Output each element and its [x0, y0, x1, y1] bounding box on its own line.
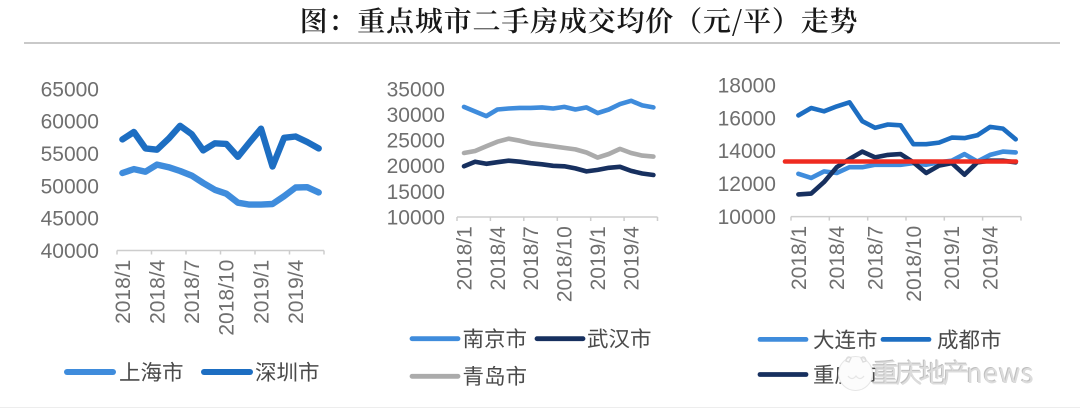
- svg-text:2018/1: 2018/1: [453, 226, 476, 290]
- svg-text:25000: 25000: [387, 130, 445, 153]
- svg-text:2018/7: 2018/7: [181, 260, 204, 324]
- svg-text:2019/1: 2019/1: [250, 260, 273, 324]
- svg-text:2018/4: 2018/4: [487, 226, 510, 291]
- svg-text:2018/1: 2018/1: [788, 226, 811, 290]
- svg-text:30000: 30000: [387, 104, 445, 127]
- svg-text:2018/10: 2018/10: [903, 226, 926, 302]
- svg-text:深圳市: 深圳市: [255, 356, 320, 387]
- svg-text:2019/4: 2019/4: [980, 225, 1003, 290]
- svg-text:55000: 55000: [41, 143, 99, 166]
- svg-text:40000: 40000: [41, 240, 99, 263]
- svg-text:上海市: 上海市: [119, 356, 184, 387]
- svg-text:45000: 45000: [41, 208, 99, 231]
- svg-text:2018/4: 2018/4: [826, 225, 849, 290]
- svg-text:20000: 20000: [387, 155, 445, 178]
- svg-text:南京市: 南京市: [463, 323, 528, 354]
- svg-text:60000: 60000: [41, 111, 99, 134]
- svg-text:10000: 10000: [387, 206, 445, 229]
- svg-text:16000: 16000: [718, 107, 776, 130]
- svg-text:2018/4: 2018/4: [146, 259, 169, 324]
- svg-text:2018/7: 2018/7: [520, 226, 543, 290]
- svg-text:2019/1: 2019/1: [587, 226, 610, 290]
- svg-text:2018/10: 2018/10: [216, 260, 239, 336]
- svg-text:2018/7: 2018/7: [865, 226, 888, 290]
- svg-text:2018/1: 2018/1: [112, 260, 135, 324]
- svg-text:青岛市: 青岛市: [463, 360, 528, 391]
- svg-text:2019/4: 2019/4: [285, 259, 308, 324]
- svg-text:18000: 18000: [718, 74, 776, 97]
- svg-text:12000: 12000: [718, 173, 776, 196]
- svg-text:14000: 14000: [718, 140, 776, 163]
- svg-text:2019/1: 2019/1: [941, 226, 964, 290]
- svg-text:65000: 65000: [41, 78, 99, 101]
- svg-text:成都市: 成都市: [937, 323, 1002, 354]
- svg-text:35000: 35000: [387, 78, 445, 101]
- svg-text:武汉市: 武汉市: [587, 323, 652, 354]
- svg-text:2018/10: 2018/10: [554, 226, 577, 302]
- svg-text:2019/4: 2019/4: [621, 226, 644, 291]
- svg-text:大连市: 大连市: [813, 323, 878, 354]
- svg-text:10000: 10000: [718, 206, 776, 229]
- svg-text:50000: 50000: [41, 175, 99, 198]
- svg-text:15000: 15000: [387, 181, 445, 204]
